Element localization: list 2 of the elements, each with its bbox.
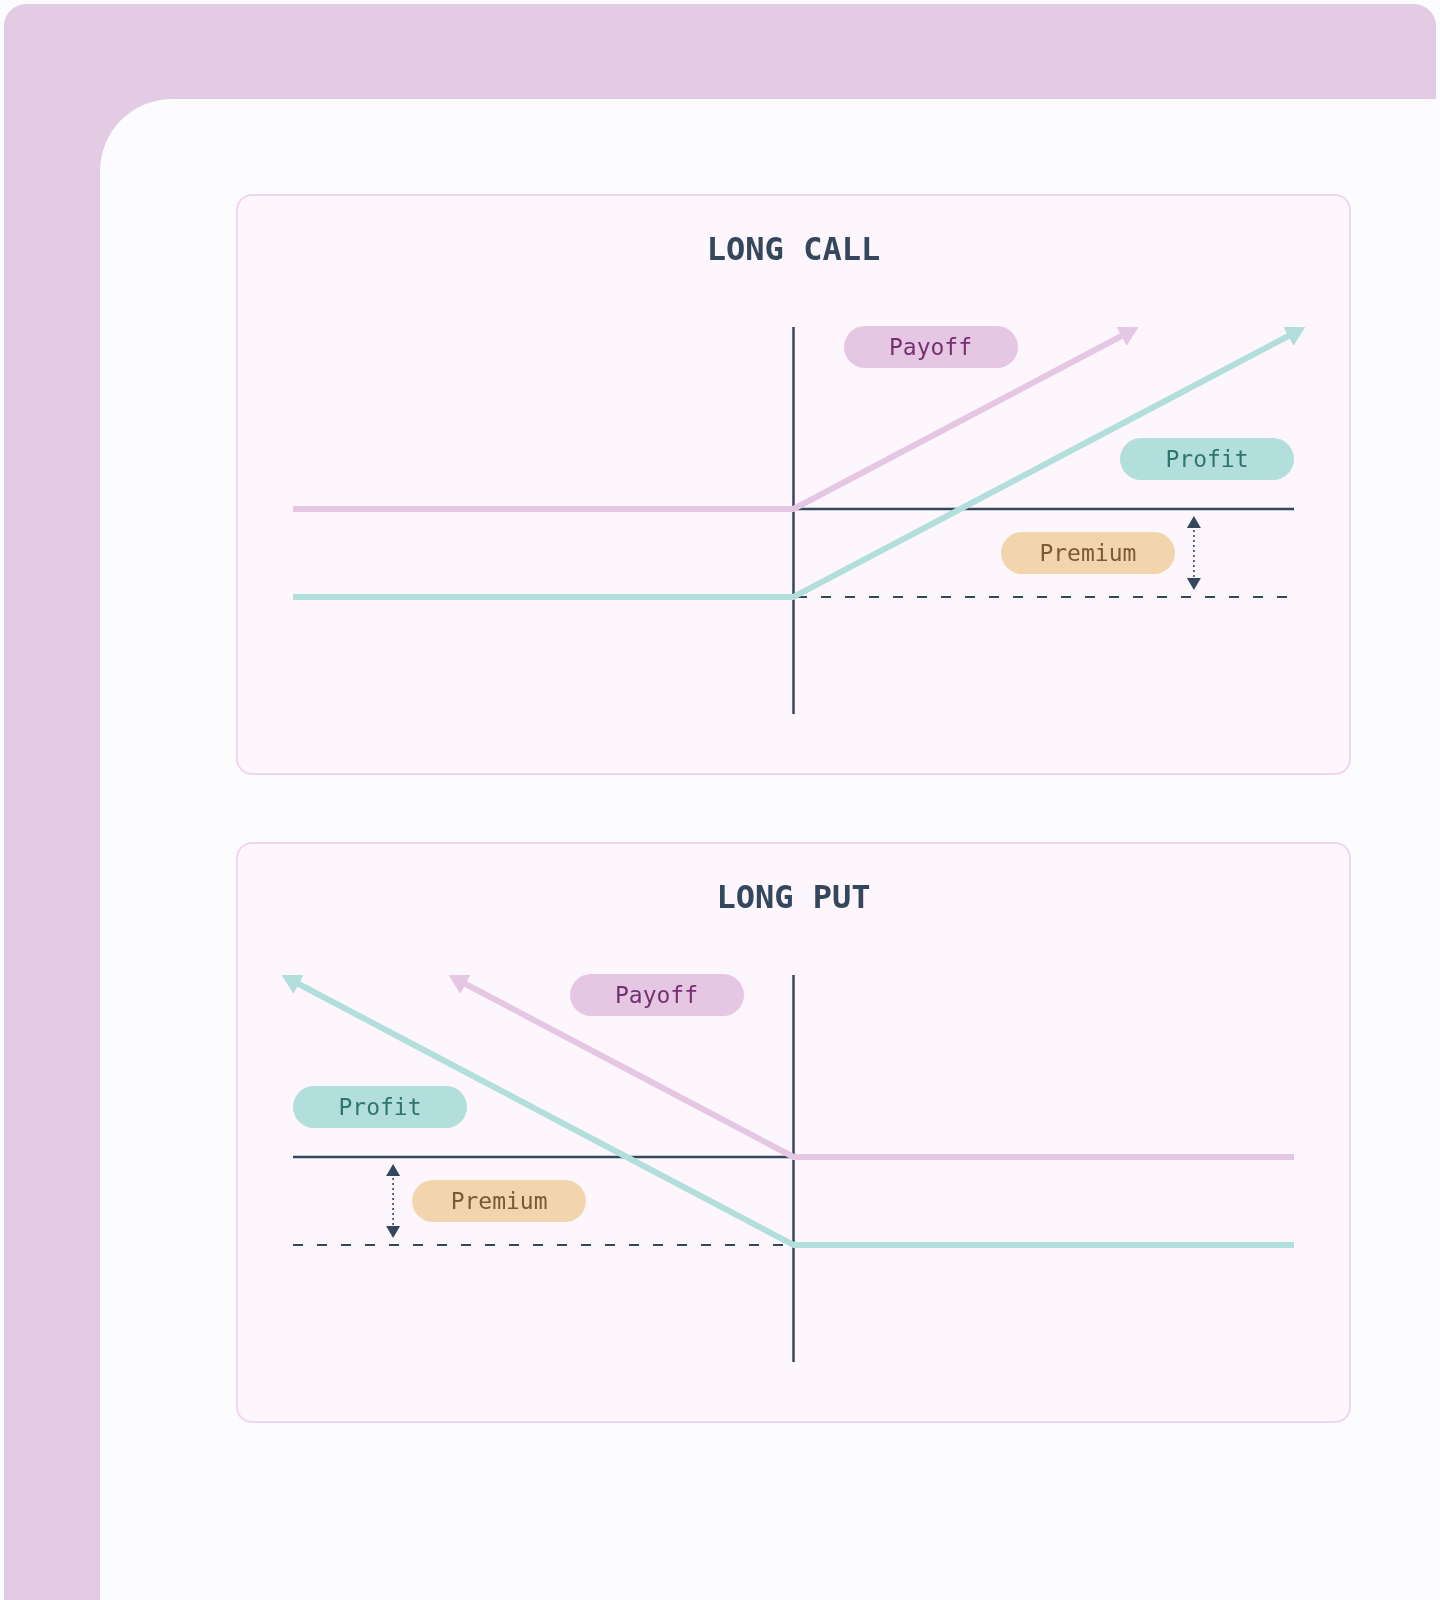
chart-title: LONG CALL bbox=[706, 230, 881, 269]
chart-title: LONG PUT bbox=[716, 878, 871, 917]
